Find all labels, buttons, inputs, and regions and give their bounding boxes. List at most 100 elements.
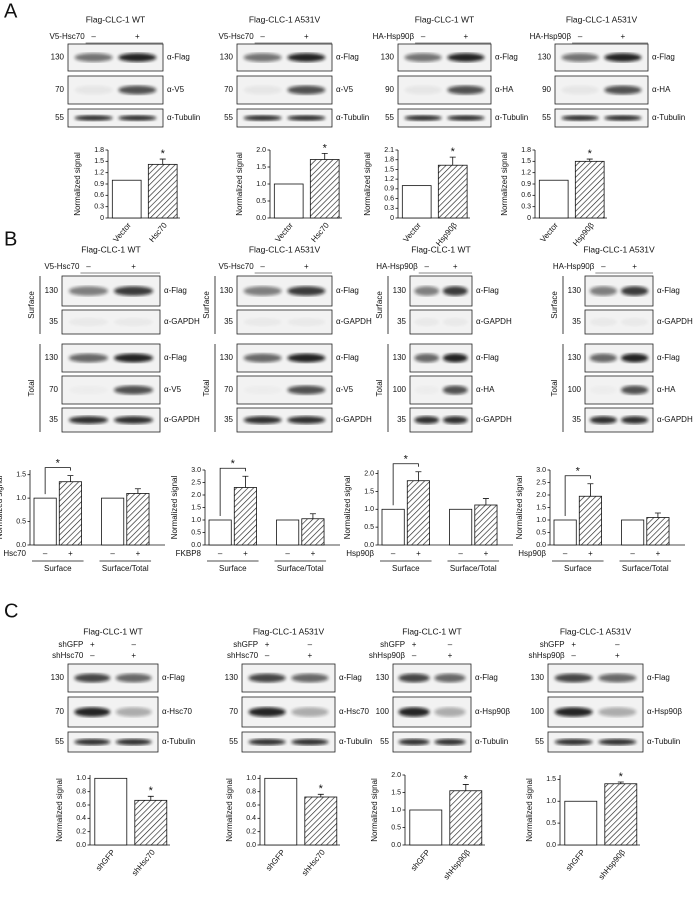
treatment-sign: – (425, 262, 430, 271)
y-axis-label: Normalized signal (225, 778, 234, 842)
significance-bracket (219, 467, 246, 516)
treatment-label: shGFP (233, 640, 258, 649)
group-name: Surface (27, 291, 36, 319)
marker-label: 35 (572, 415, 581, 424)
treatment-label: shGFP (58, 640, 83, 649)
x-tick-label: shHsc70 (130, 847, 157, 877)
y-tick-label: 3.0 (536, 467, 546, 474)
blot-label: α-Flag (657, 286, 680, 295)
blot-band (561, 115, 599, 121)
y-tick-label: 0.4 (76, 815, 86, 822)
blot-band (598, 707, 637, 717)
marker-label: 70 (55, 85, 64, 94)
bar (553, 519, 577, 546)
y-tick-label: 0.5 (391, 824, 401, 831)
y-tick-label: 0.9 (521, 181, 531, 188)
marker-label: 130 (51, 53, 65, 62)
marker-label: 70 (49, 385, 58, 394)
marker-label: 35 (49, 317, 58, 326)
marker-label: 35 (572, 317, 581, 326)
y-tick-label: 1.0 (16, 495, 26, 502)
significance-bracket (392, 463, 419, 506)
marker-label: 35 (397, 317, 406, 326)
series-sign: + (484, 549, 489, 558)
error-bar (134, 488, 141, 494)
bar (94, 777, 128, 846)
y-tick-label: 2.0 (191, 492, 201, 499)
marker-label: 130 (393, 286, 407, 295)
significance-mark: * (161, 148, 166, 160)
blot-band (414, 416, 440, 424)
marker-label: 35 (49, 415, 58, 424)
error-bar (617, 781, 624, 784)
blot-band (589, 318, 617, 326)
treatment-label: V5-Hsc70 (44, 262, 80, 271)
blot-band (398, 673, 430, 683)
column-title: Flag-CLC-1 WT (86, 14, 146, 24)
blot-band (118, 53, 157, 62)
blot-band (604, 85, 642, 95)
blot-band (414, 286, 440, 296)
y-tick-label: 1.8 (94, 147, 104, 154)
treatment-sign: – (615, 640, 620, 649)
significance-mark: * (464, 773, 469, 785)
blot-label: α-Hsc70 (162, 707, 193, 716)
blot-label: α-HA (657, 385, 676, 394)
bar (147, 163, 178, 219)
column-title: Flag-CLC-1 WT (83, 626, 143, 636)
y-axis-label: Normalized signal (235, 152, 244, 216)
marker-label: 130 (51, 673, 65, 682)
blot-band (434, 707, 466, 717)
marker-label: 130 (45, 286, 59, 295)
bar (309, 159, 340, 219)
blot-band (404, 53, 442, 62)
blot-band (598, 738, 637, 746)
y-tick-label: 0.3 (384, 205, 394, 212)
marker-label: 100 (531, 707, 545, 716)
group-name: Surface (375, 291, 384, 319)
blot-label: α-Tubulin (495, 113, 528, 122)
blot-band (118, 85, 157, 95)
y-tick-label: 1.8 (384, 157, 394, 164)
significance-mark: * (588, 148, 593, 160)
y-tick-label: 0.0 (191, 542, 201, 549)
blot-band (561, 53, 599, 62)
blot-label: α-Flag (476, 353, 499, 362)
blot-band (113, 318, 154, 326)
blot-band (621, 416, 649, 424)
x-tick-label: Hsc70 (147, 220, 169, 244)
treatment-sign: – (448, 640, 453, 649)
bar (101, 497, 125, 546)
error-bar (147, 795, 154, 801)
blot-band (113, 385, 154, 395)
marker-label: 55 (55, 113, 64, 122)
error-bar (321, 153, 328, 160)
y-tick-label: 1.8 (521, 147, 531, 154)
marker-label: 70 (224, 85, 233, 94)
blot-band (248, 673, 286, 683)
y-tick-label: 1.5 (384, 166, 394, 173)
y-tick-label: 0.5 (191, 529, 201, 536)
blot-band (68, 416, 109, 424)
column-title: Flag-CLC-1 A531V (249, 244, 321, 254)
marker-label: 90 (542, 85, 551, 94)
y-tick-label: 0.0 (76, 842, 86, 849)
bar (409, 809, 443, 846)
y-axis-label: Normalized signal (500, 152, 509, 216)
blot-band (74, 115, 113, 121)
blot-band (291, 673, 329, 683)
treatment-sign: + (464, 32, 469, 41)
blot-label: α-Flag (476, 286, 499, 295)
y-tick-label: 1.5 (256, 164, 266, 171)
significance-mark: * (619, 771, 624, 783)
blot-band (604, 115, 642, 121)
treatment-sign: + (412, 640, 417, 649)
marker-label: 100 (393, 385, 407, 394)
blot-band (604, 53, 642, 62)
y-tick-label: 1.5 (546, 776, 556, 783)
x-tick-label: Vector (111, 221, 133, 244)
y-tick-label: 2.1 (384, 147, 394, 154)
y-tick-label: 0.8 (246, 789, 256, 796)
blot-band (115, 707, 152, 717)
